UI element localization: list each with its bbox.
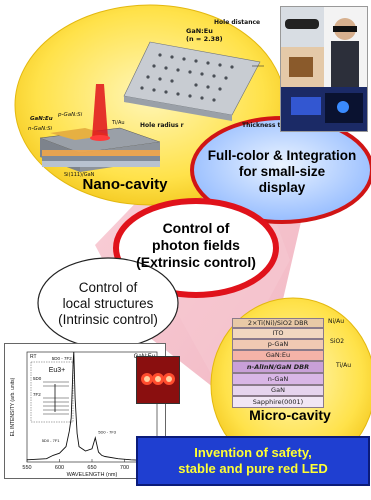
photon-line-1: Control of bbox=[162, 220, 230, 236]
nano-cavity-title: Nano-cavity bbox=[82, 176, 168, 193]
micro-layer: n-AlInN/GaN DBR bbox=[232, 361, 324, 373]
spectrum-line bbox=[26, 351, 158, 462]
ni-au-label: Ni/Au bbox=[328, 318, 345, 325]
eu-level-inset bbox=[30, 361, 74, 423]
p-gan-label: p-GaN:Si bbox=[58, 112, 83, 118]
photon-line-2: photon fields bbox=[152, 237, 240, 253]
side-label-2: 5D0 - 7F3 bbox=[98, 429, 117, 434]
y-axis-label: EL INTENSITY (arb. units) bbox=[10, 377, 16, 436]
full-color-line-1: Full-color & Integration bbox=[207, 148, 357, 163]
rt-label: RT bbox=[30, 354, 37, 360]
ti-au-label: Ti/Au bbox=[112, 120, 125, 126]
nano-device-illustration bbox=[39, 41, 264, 172]
local-structures-text: Control of local structures (Intrinsic c… bbox=[42, 280, 174, 328]
micro-layer: Sapphire(0001) bbox=[232, 396, 324, 408]
hole-distance-label: Hole distance bbox=[214, 19, 261, 26]
led-photo-graphic bbox=[141, 373, 175, 385]
x-tick-label: 600 bbox=[55, 465, 64, 471]
x-tick-label: 650 bbox=[87, 465, 96, 471]
micro-cavity-title: Micro-cavity bbox=[249, 407, 331, 423]
led-photo bbox=[136, 356, 180, 404]
refractive-index-text: (n = 2.38) bbox=[186, 35, 223, 43]
gan-eu-label: GaN:Eu bbox=[30, 116, 53, 122]
photon-line-3: (Extrinsic control) bbox=[136, 254, 256, 270]
photo-collage bbox=[281, 7, 367, 131]
photon-fields-text: Control of photon fields (Extrinsic cont… bbox=[121, 220, 271, 271]
x-tick-label: 550 bbox=[22, 465, 31, 471]
micro-layer: n-GaN bbox=[232, 373, 324, 385]
local-line-2: local structures bbox=[62, 296, 154, 311]
thickness-label: Thickness t bbox=[242, 122, 281, 129]
micro-layer: GaN bbox=[232, 385, 324, 396]
red-led-banner: Invention of safety, stable and pure red… bbox=[136, 436, 370, 486]
local-line-3: (Intrinsic control) bbox=[58, 312, 158, 327]
red-led-line-2: stable and pure red LED bbox=[178, 461, 328, 476]
x-axis-label: WAVELENGTH (nm) bbox=[67, 472, 118, 478]
side-label-1: 5D0 - 7F1 bbox=[42, 438, 61, 443]
local-line-1: Control of bbox=[78, 280, 138, 295]
nano-material-label: GaN:Eu (n = 2.38) bbox=[186, 27, 223, 43]
red-led-line-1: Invention of safety, bbox=[194, 445, 312, 460]
level-7f2-label: 7F2 bbox=[33, 392, 41, 397]
ti-au-side-label: Ti/Au bbox=[336, 362, 352, 369]
full-color-line-3: display bbox=[258, 180, 306, 195]
micro-layer: GaN:Eu bbox=[232, 350, 324, 361]
n-gan-label: n-GaN:Si bbox=[28, 126, 53, 132]
micro-layer: 2×Ti(Ni)/SiO2 DBR bbox=[232, 318, 324, 328]
micro-layer: p-GaN bbox=[232, 339, 324, 350]
peak-label: 5D0 - 7F2 bbox=[52, 356, 73, 361]
sio2-label: SiO2 bbox=[330, 338, 345, 345]
material-text: GaN:Eu bbox=[186, 27, 213, 35]
substrate-label: Si(111)/GaN bbox=[64, 172, 95, 178]
level-5d0-label: 5D0 bbox=[33, 376, 42, 381]
full-color-line-2: for small-size bbox=[238, 164, 326, 179]
full-color-text: Full-color & Integration for small-size … bbox=[200, 148, 364, 196]
micro-layer-stack: 2×Ti(Ni)/SiO2 DBR ITO p-GaN GaN:Eu n-AlInN/G… bbox=[232, 318, 324, 408]
eu-ion-label: Eu3+ bbox=[49, 367, 66, 374]
glasses-photo bbox=[285, 19, 319, 29]
x-tick-label: 700 bbox=[120, 465, 129, 471]
hole-radius-label: Hole radius r bbox=[140, 122, 184, 129]
display-photos bbox=[280, 6, 368, 132]
micro-layer: ITO bbox=[232, 328, 324, 339]
